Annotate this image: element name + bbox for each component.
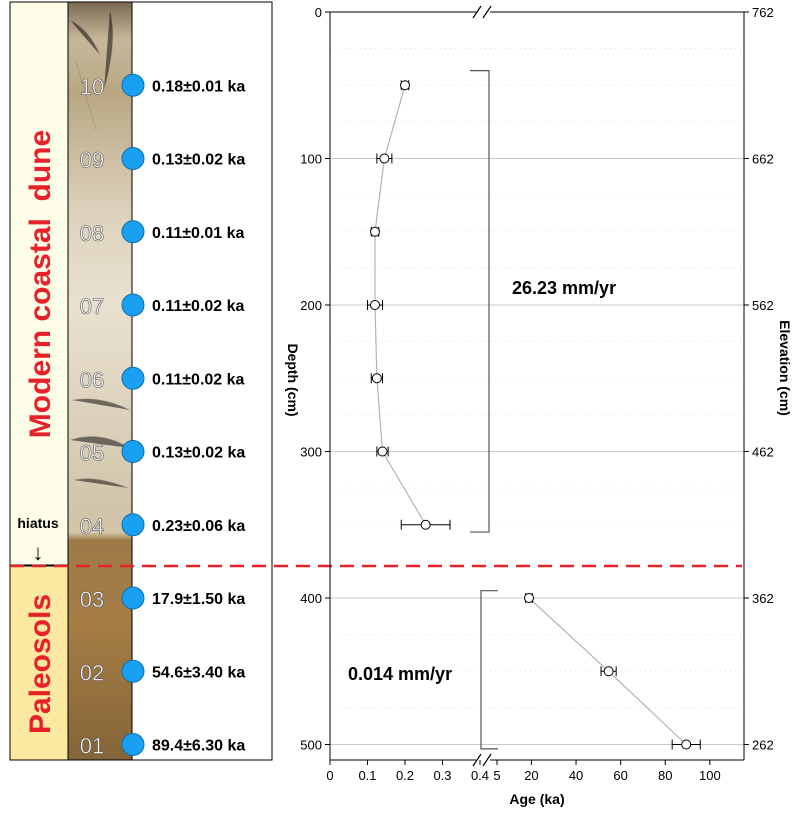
elevation-tick-label: 562 [752, 298, 774, 313]
modern-rate-bracket [470, 70, 490, 533]
sample-01: 01 89.4±6.30 ka [79, 733, 245, 759]
elevation-tick-label: 262 [752, 738, 774, 753]
sample-age-label: 0.11±0.02 ka [152, 371, 245, 388]
sample-09: 09 0.13±0.02 ka [79, 147, 245, 173]
sample-dot [121, 220, 145, 244]
depth-tick-label: 500 [300, 738, 322, 753]
samples-layer: 10 0.18±0.01 ka 09 0.13±0.02 ka 08 0.11±0.01 … [79, 73, 245, 759]
soil-profile-photo [67, 1, 133, 761]
depth-tick-label: 300 [300, 445, 322, 460]
depth-tick-label: 400 [300, 591, 322, 606]
depth-axis-label: Depth (cm) [285, 343, 301, 416]
sample-02: 02 54.6±3.40 ka [79, 659, 245, 686]
elevation-tick-label: 362 [752, 591, 774, 606]
sample-age-label: 17.9±1.50 ka [152, 591, 245, 608]
sample-08: 08 0.11±0.01 ka [79, 220, 245, 246]
sample-10: 10 0.18±0.01 ka [79, 73, 245, 100]
sample-age-label: 54.6±3.40 ka [152, 664, 245, 681]
sample-id: 09 [80, 148, 104, 173]
x-tick-label: 80 [658, 768, 672, 783]
sample-dot [121, 733, 145, 756]
sample-id: 06 [80, 367, 104, 392]
modern-data-point [370, 300, 380, 310]
paleosol-data-point [603, 666, 614, 677]
paleosol-data-point [523, 593, 534, 603]
sample-05: 05 0.13±0.02 ka [79, 440, 245, 466]
modern-dune-label: Modern coastal dune [24, 130, 57, 438]
modern-dune-band [9, 1, 69, 566]
sample-dot [121, 293, 145, 317]
modern-data-point [370, 226, 380, 237]
hiatus-label: hiatus [17, 515, 58, 531]
hiatus-arrow: ↓ [33, 540, 44, 565]
x-tick-label: 0 [326, 768, 333, 783]
elevation-tick-label: 662 [752, 152, 774, 167]
sample-03: 03 17.9±1.50 ka [79, 586, 245, 612]
sample-dot [121, 586, 145, 610]
sample-age-label: 0.13±0.02 ka [152, 152, 245, 169]
sample-dot [121, 73, 145, 97]
sample-id: 02 [80, 660, 104, 685]
depth-tick-label: 200 [300, 298, 322, 313]
paleosol-data-point [681, 739, 692, 750]
x-tick-label: 40 [569, 768, 583, 783]
sample-age-label: 89.4±6.30 ka [152, 738, 245, 755]
sample-age-label: 0.23±0.06 ka [152, 518, 245, 535]
paleosol-rate-bracket [480, 590, 498, 750]
sample-06: 06 0.11±0.02 ka [79, 366, 245, 393]
x-axis-label: Age (ka) [509, 791, 564, 807]
sample-dot [121, 659, 145, 683]
modern-data-point [400, 80, 410, 91]
modern-data-point [420, 519, 431, 530]
x-tick-label: 0.1 [358, 768, 376, 783]
elevation-axis-label: Elevation (cm) [777, 320, 793, 416]
paleosol-rate-label: 0.014 mm/yr [348, 664, 452, 684]
sample-age-label: 0.11±0.02 ka [152, 298, 245, 315]
sample-dot [121, 147, 145, 170]
x-tick-label: 0.4 [471, 768, 489, 783]
x-tick-label: 5 [493, 768, 500, 783]
sample-age-label: 0.11±0.01 ka [152, 225, 245, 242]
modern-rate-label: 26.23 mm/yr [512, 278, 616, 298]
modern-data-point [371, 373, 382, 384]
depth-tick-label: 0 [315, 5, 322, 20]
axis-break-mark [482, 5, 492, 19]
sample-id: 01 [80, 734, 104, 759]
axis-break-mark [472, 753, 482, 767]
x-tick-label: 0.2 [396, 768, 414, 783]
sample-id: 07 [80, 294, 104, 319]
x-tick-label: 20 [524, 768, 538, 783]
modern-data-point [377, 446, 388, 457]
chart-layer: 0 100 200 300 400 500 762 662 562 462 362 262 0 0.1 0.… [285, 5, 793, 807]
sample-04: 04 0.23±0.06 ka [79, 513, 245, 539]
paleosol-band [9, 565, 69, 761]
x-tick-label: 0.3 [433, 768, 451, 783]
axis-break-mark [482, 753, 492, 767]
sample-id: 08 [80, 221, 104, 246]
sample-id: 03 [80, 587, 104, 612]
x-tick-label: 100 [699, 768, 721, 783]
sample-dot [121, 366, 145, 390]
sample-age-label: 0.13±0.02 ka [152, 445, 245, 462]
sample-id: 05 [80, 441, 104, 466]
sample-07: 07 0.11±0.02 ka [79, 293, 245, 319]
depth-tick-label: 100 [300, 152, 322, 167]
sample-id: 10 [80, 74, 104, 99]
elevation-tick-label: 462 [752, 445, 774, 460]
paleosol-label: Paleosols [24, 594, 57, 734]
sample-dot [121, 513, 145, 537]
sample-age-label: 0.18±0.01 ka [152, 78, 245, 95]
axis-break-mark [472, 5, 482, 19]
modern-data-point [379, 153, 390, 164]
x-tick-label: 60 [613, 768, 627, 783]
sample-id: 04 [80, 514, 104, 539]
sample-dot [121, 440, 145, 463]
sample-label-column [131, 1, 273, 761]
elevation-tick-label: 762 [752, 5, 774, 20]
